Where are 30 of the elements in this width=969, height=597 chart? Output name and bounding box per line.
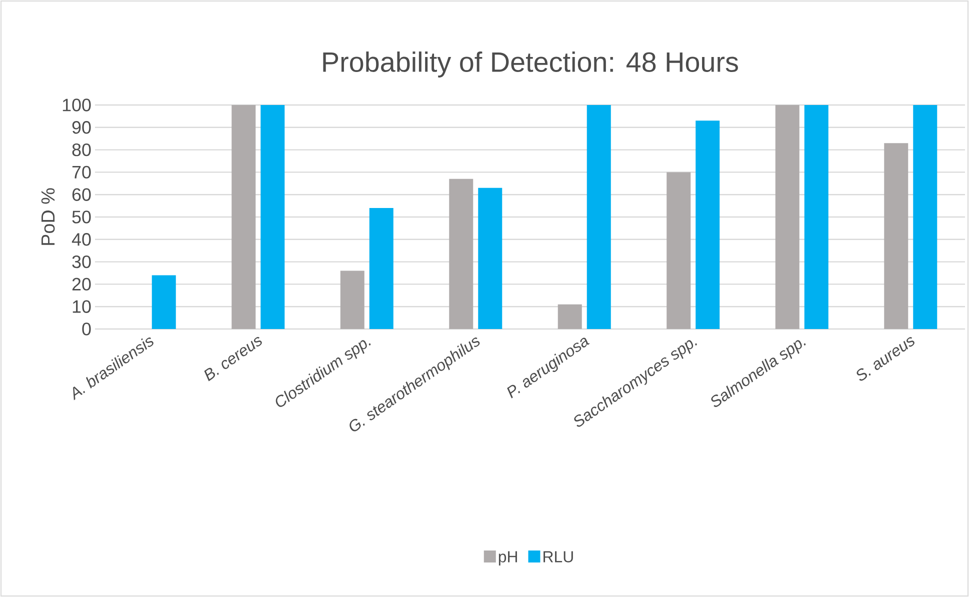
bar bbox=[449, 178, 474, 329]
y-tick-label: 100 bbox=[62, 98, 91, 112]
bar bbox=[152, 275, 176, 329]
chart-title: Probability of Detection: 48 Hours bbox=[323, 52, 738, 78]
y-tick-label: 90 bbox=[72, 121, 91, 134]
legend-label: pH bbox=[498, 551, 517, 566]
y-tick-label: 0 bbox=[82, 322, 91, 336]
bar bbox=[478, 188, 502, 329]
y-tick-label: 40 bbox=[72, 233, 91, 246]
y-tick-label: 60 bbox=[72, 188, 91, 201]
y-tick-label: 70 bbox=[72, 166, 91, 179]
bar bbox=[340, 270, 364, 329]
y-tick-label: 50 bbox=[72, 210, 91, 224]
bar bbox=[369, 208, 394, 329]
legend-label: RLU bbox=[544, 551, 573, 562]
bar bbox=[260, 104, 285, 329]
bar bbox=[884, 143, 908, 329]
y-axis-title: PoD % bbox=[41, 188, 55, 245]
bar bbox=[804, 104, 828, 329]
bar bbox=[232, 104, 256, 329]
bar bbox=[666, 172, 691, 329]
bar bbox=[586, 104, 611, 329]
y-tick-label: 30 bbox=[72, 255, 91, 268]
bar bbox=[913, 104, 938, 329]
y-tick-label: 20 bbox=[72, 278, 91, 291]
bar bbox=[696, 120, 720, 329]
bar bbox=[558, 304, 582, 329]
y-tick-label: 10 bbox=[72, 300, 91, 313]
bar bbox=[775, 104, 800, 329]
y-tick-label: 80 bbox=[72, 143, 91, 156]
